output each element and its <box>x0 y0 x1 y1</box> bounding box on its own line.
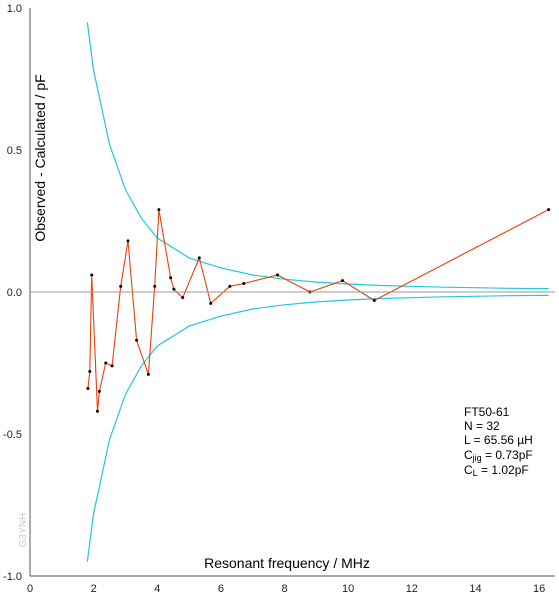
cjig-value: = 0.73pF <box>482 448 533 462</box>
x-tick-label: 4 <box>154 583 160 595</box>
data-point <box>169 276 173 280</box>
data-point <box>340 279 344 283</box>
data-point <box>97 389 101 393</box>
cl-value: = 1.02pF <box>478 463 529 477</box>
annotation-inductance: L = 65.56 µH <box>464 433 533 447</box>
y-tick-label: 0.5 <box>7 145 22 157</box>
x-tick-label: 6 <box>218 583 224 595</box>
y-tick-label: -1.0 <box>3 571 22 583</box>
data-point <box>172 287 176 291</box>
data-point <box>372 299 376 303</box>
data-point <box>126 239 130 243</box>
data-point <box>88 370 92 374</box>
annotation-box: FT50-61 N = 32 L = 65.56 µH Cjig = 0.73p… <box>464 405 533 478</box>
data-point <box>228 284 232 288</box>
lower-envelope-line <box>86 294 549 562</box>
watermark: G3YNH <box>18 513 29 547</box>
y-axis-title: Observed - Calculated / pF <box>32 74 48 241</box>
data-point <box>146 372 150 376</box>
axes <box>29 8 555 577</box>
cjig-subscript: jig <box>472 453 482 463</box>
x-tick-label: 10 <box>342 583 354 595</box>
data-point <box>547 208 551 212</box>
x-tick-label: 16 <box>533 583 545 595</box>
data-point <box>276 273 280 277</box>
x-tick-label: 8 <box>281 583 287 595</box>
data-point <box>86 387 90 391</box>
data-point <box>135 338 139 342</box>
data-point <box>90 273 94 277</box>
y-tick-label: 0.0 <box>7 287 22 299</box>
annotation-turns: N = 32 <box>464 419 500 433</box>
x-axis-title: Resonant frequency / MHz <box>204 555 370 571</box>
data-point <box>242 281 246 285</box>
cl-subscript: L <box>473 468 478 478</box>
tick-labels: 0 2 4 6 8 10 12 14 16 1.0 0.5 0.0 -0.5 -1.0 <box>3 3 545 595</box>
data-point <box>153 284 157 288</box>
x-tick-label: 12 <box>406 583 418 595</box>
data-point <box>181 296 185 300</box>
data-point <box>157 208 161 212</box>
data-point <box>209 301 213 305</box>
y-tick-label: 1.0 <box>7 3 22 15</box>
x-tick-label: 0 <box>27 583 33 595</box>
annotation-cl: CL = 1.02pF <box>464 463 529 478</box>
annotation-cjig: Cjig = 0.73pF <box>464 448 533 463</box>
cjig-symbol: C <box>464 448 473 462</box>
x-tick-label: 14 <box>469 583 481 595</box>
y-tick-label: -0.5 <box>3 429 22 441</box>
data-point <box>119 284 123 288</box>
data-point <box>104 361 108 365</box>
x-tick-label: 2 <box>91 583 97 595</box>
residual-series <box>86 208 551 413</box>
data-point <box>197 256 201 260</box>
data-point <box>95 409 99 413</box>
annotation-core: FT50-61 <box>464 405 510 419</box>
cl-symbol: C <box>464 463 473 477</box>
data-point <box>110 364 114 368</box>
